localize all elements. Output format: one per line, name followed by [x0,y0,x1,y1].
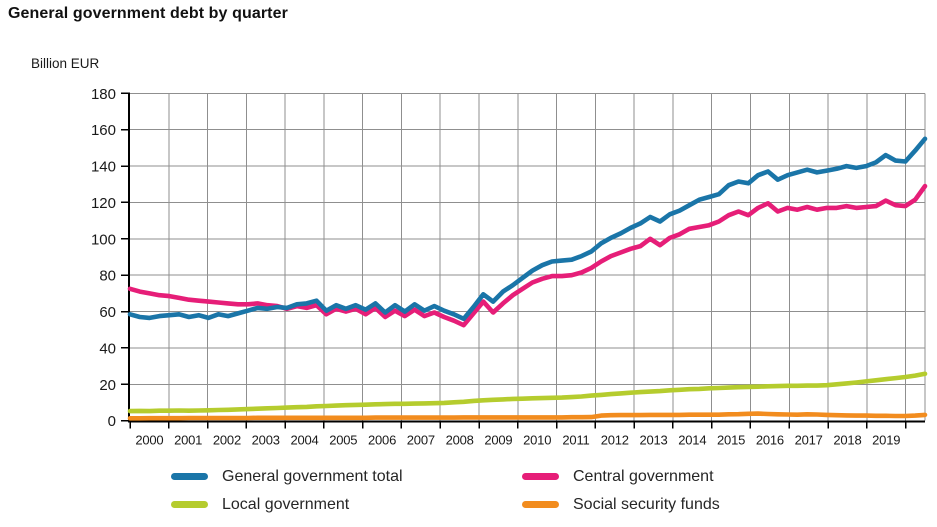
x-tick-label: 2016 [756,433,784,448]
x-tick-label: 2014 [678,433,706,448]
legend-label: General government total [222,467,403,485]
x-tick-label: 2004 [290,433,318,448]
x-tick-label: 2005 [329,433,357,448]
y-tick-label: 120 [91,195,116,212]
chart-legend: General government total Central governme… [171,466,720,515]
legend-swatch-icon [522,501,559,508]
x-tick-label: 2007 [407,433,435,448]
x-tick-label: 2015 [717,433,745,448]
x-tick-label: 2010 [523,433,551,448]
y-tick-label: 60 [99,304,116,321]
x-tick-label: 2008 [446,433,474,448]
y-tick-label: 140 [91,159,116,176]
series-line-central-government [127,183,928,328]
x-tick-label: 2012 [601,433,629,448]
y-tick-label: 40 [99,340,116,357]
legend-swatch-icon [522,473,559,480]
y-tick-label: 20 [99,377,116,394]
y-tick-label: 0 [108,413,116,430]
legend-item: Central government [522,466,720,487]
gridlines [130,92,926,421]
series-line-local-government [127,371,928,414]
x-tick-label: 2009 [484,433,512,448]
x-tick-label: 2000 [135,433,163,448]
x-tick-label: 2017 [795,433,823,448]
series-line-social-security-funds [127,411,928,421]
page-title: General government debt by quarter [8,5,288,22]
x-tick-label: 2006 [368,433,396,448]
legend-item: Social security funds [522,494,720,515]
tick-labels: 0 20 40 60 80 100 120 140 160 180 2000 2001 2002 2003… [91,86,901,448]
y-tick-label: 180 [91,86,116,103]
legend-item: General government total [171,466,522,487]
x-tick-label: 2011 [562,433,589,448]
x-tick-label: 2019 [872,433,900,448]
y-tick-label: 80 [99,268,116,285]
x-tick-label: 2001 [174,433,202,448]
series-line-general-government-total [127,136,928,322]
legend-label: Social security funds [573,495,720,513]
legend-item: Local government [171,494,522,515]
x-tick-label: 2018 [833,433,861,448]
x-tick-label: 2013 [639,433,667,448]
y-axis-unit-label: Billion EUR [31,56,100,71]
x-tick-label: 2002 [213,433,241,448]
legend-swatch-icon [171,473,208,480]
legend-label: Central government [573,467,714,485]
axes [121,92,925,429]
x-tick-label: 2003 [252,433,280,448]
y-tick-label: 160 [91,122,116,139]
y-tick-label: 100 [91,231,116,248]
legend-label: Local government [222,495,350,513]
legend-swatch-icon [171,501,208,508]
